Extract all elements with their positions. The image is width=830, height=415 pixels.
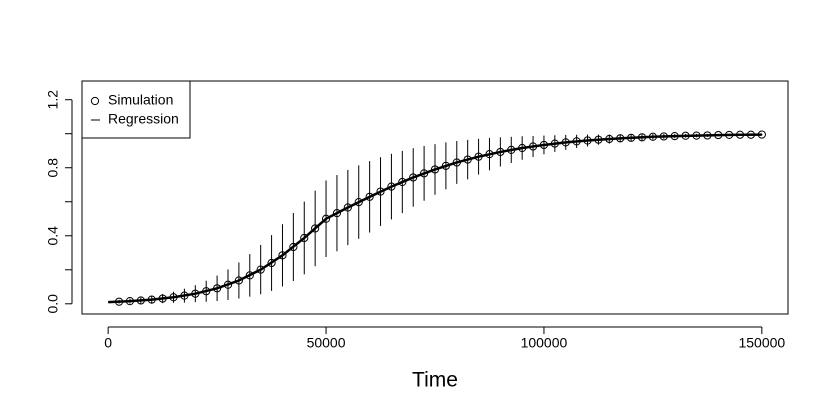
regression-line <box>108 133 762 304</box>
data-point <box>300 233 309 243</box>
data-point <box>289 242 298 252</box>
data-point <box>311 224 320 233</box>
data-point <box>343 203 352 212</box>
data-point <box>387 182 396 191</box>
y-tick-label: 1.2 <box>45 90 61 110</box>
x-tick-label: 100000 <box>521 335 568 351</box>
x-axis-label: Time <box>412 369 458 392</box>
y-tick-label: 0.4 <box>45 226 61 246</box>
data-point <box>256 265 265 274</box>
data-point <box>365 192 374 201</box>
y-tick-label: 0.0 <box>45 294 61 314</box>
data-point <box>267 258 276 268</box>
data-point <box>332 209 342 218</box>
legend-symbol <box>90 96 100 106</box>
data-point <box>376 187 385 196</box>
legend-box <box>81 80 191 139</box>
data-point <box>245 271 254 280</box>
x-tick-label: 50000 <box>307 335 346 351</box>
data-point <box>398 177 407 187</box>
x-tick-label: 150000 <box>738 335 785 351</box>
y-tick-label: 0.8 <box>45 158 61 178</box>
legend-label: Simulation <box>108 92 173 108</box>
data-point <box>321 214 331 223</box>
plot-box <box>81 80 789 315</box>
data-point <box>278 251 287 260</box>
legend-label: Regression <box>108 111 179 127</box>
x-tick-label: 0 <box>104 335 112 351</box>
data-point <box>354 197 363 207</box>
